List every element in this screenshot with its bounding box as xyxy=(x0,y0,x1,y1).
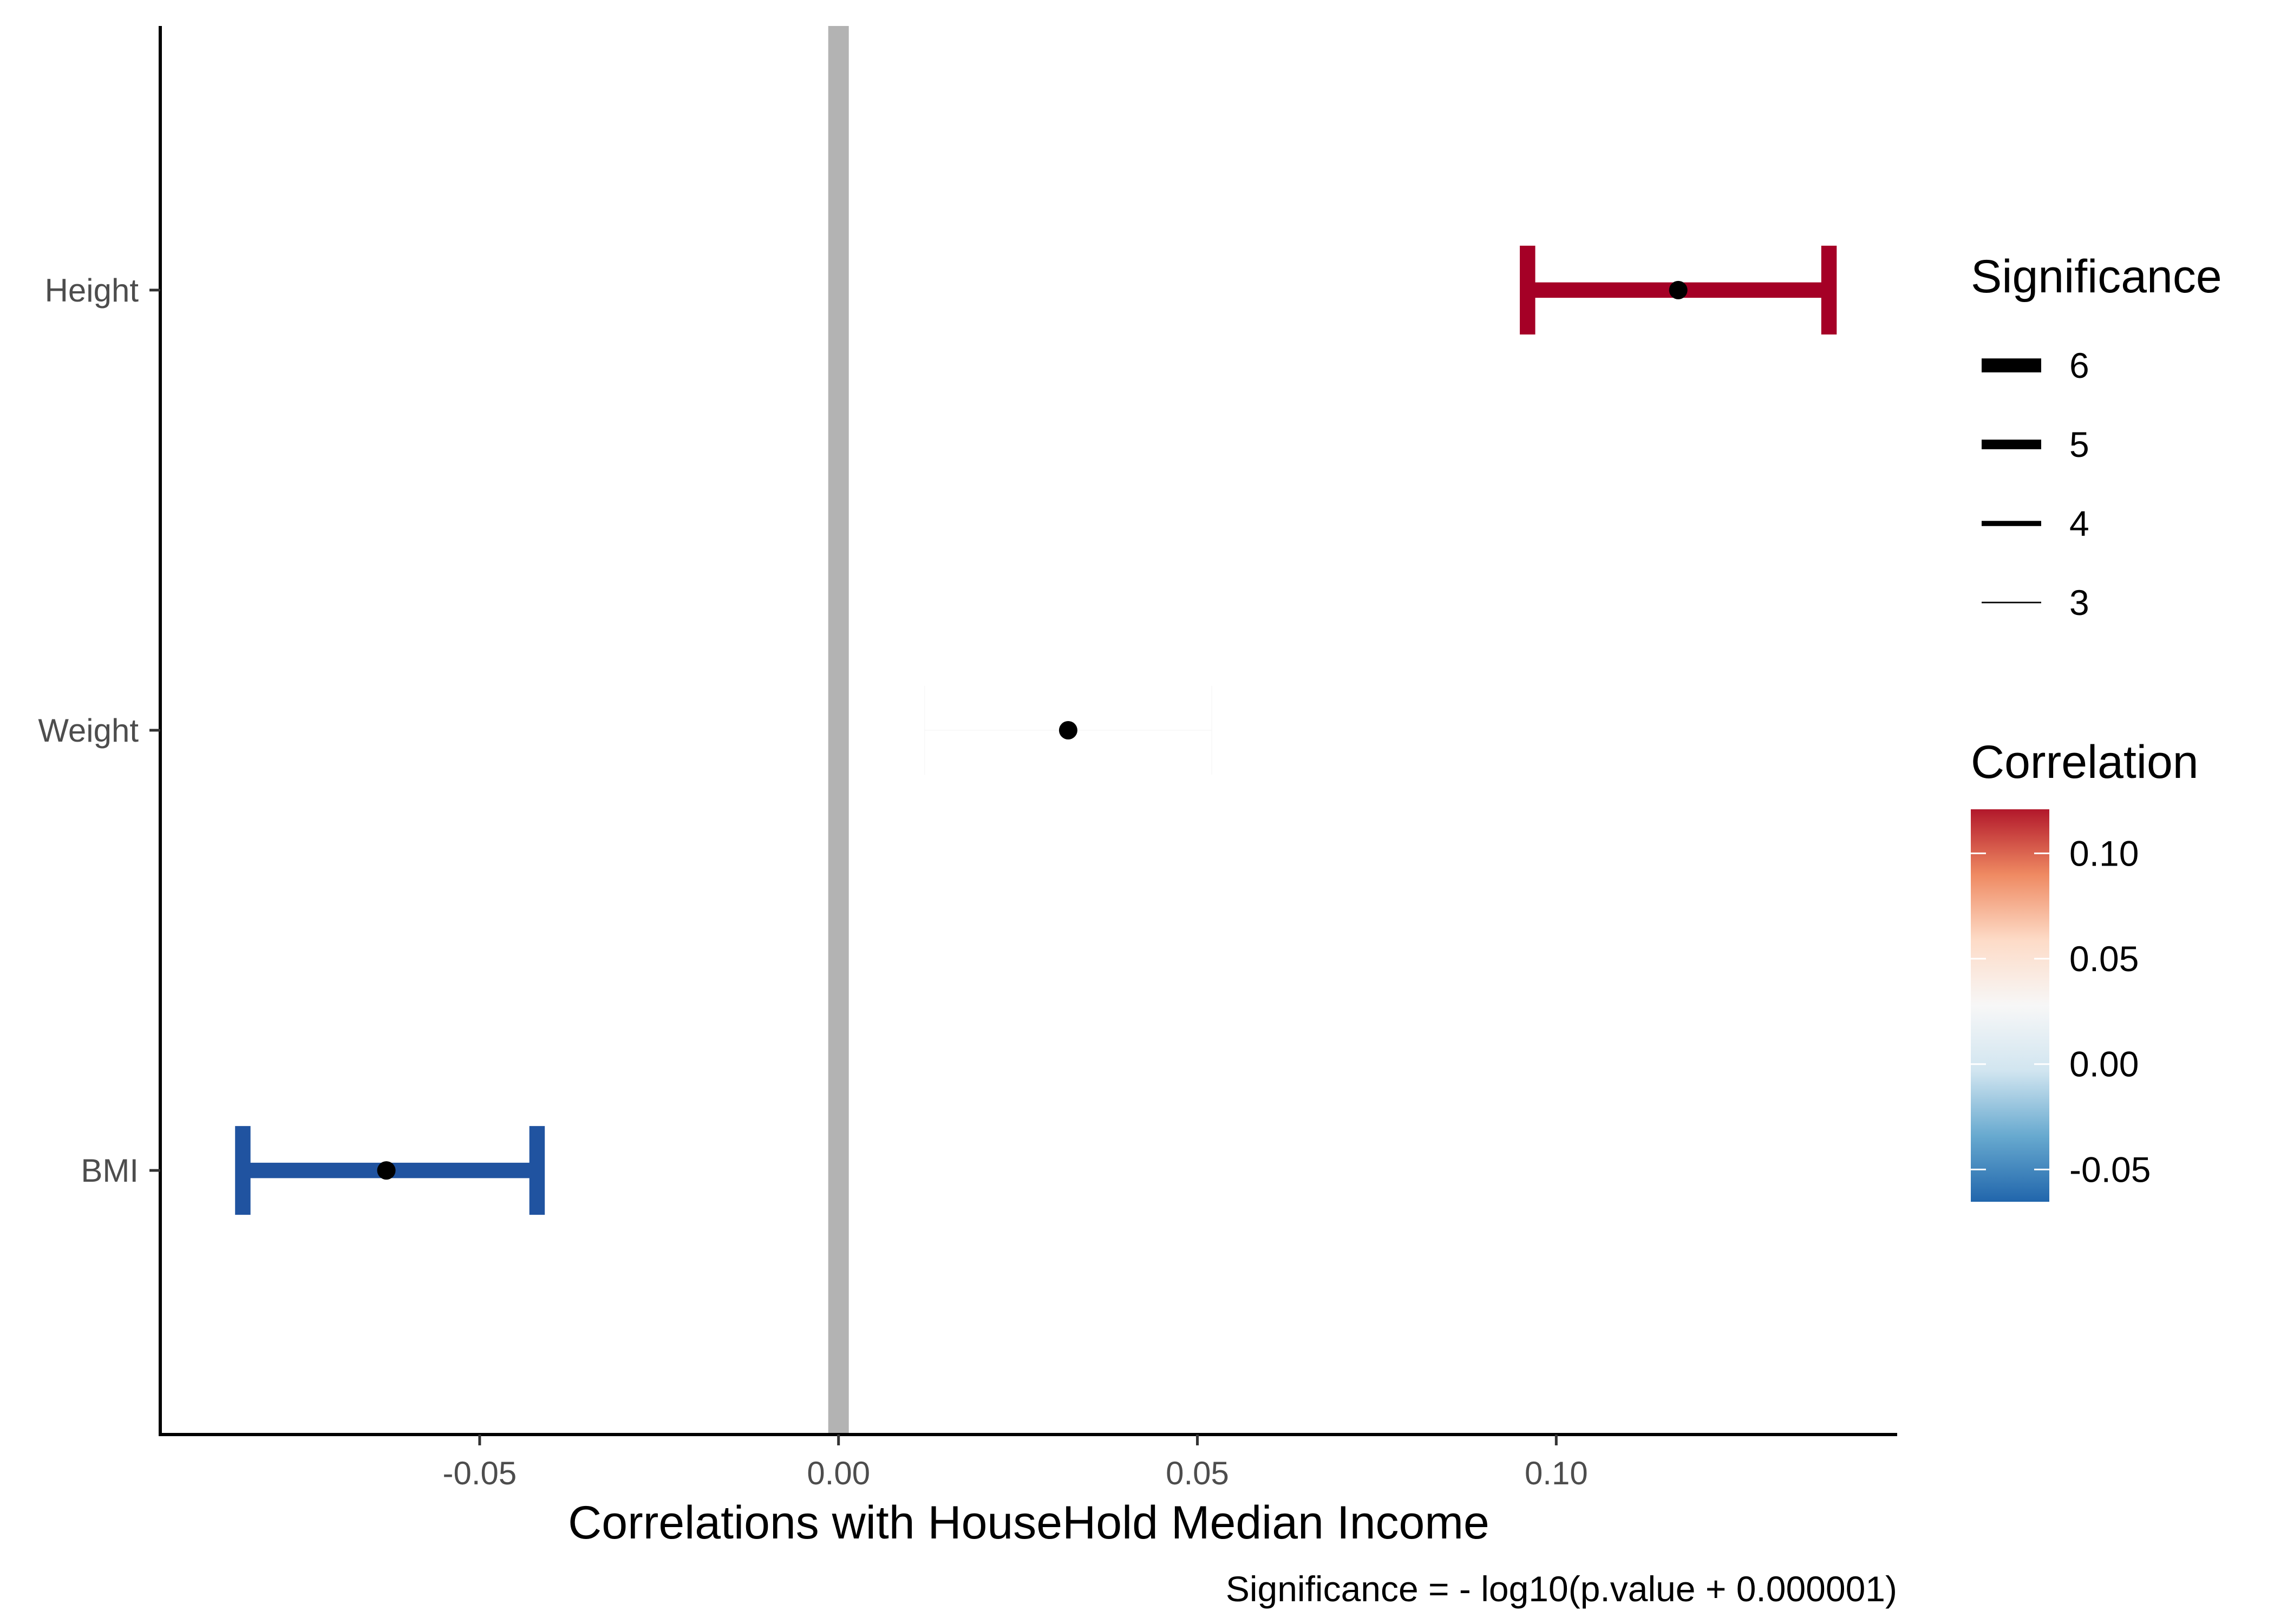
point-weight xyxy=(1058,721,1077,739)
legend-correlation-title: Correlation xyxy=(1971,736,2199,788)
colorbar-tick-label: 0.10 xyxy=(2069,833,2139,873)
y-tick-label-bmi: BMI xyxy=(81,1152,139,1189)
legend-key-label: 4 xyxy=(2069,503,2089,543)
legend-significance: Significance 6 5 4 3 xyxy=(1971,251,2222,623)
plot-panel xyxy=(235,26,1837,1435)
chart-caption: Significance = - log10(p.value + 0.00000… xyxy=(1226,1569,1897,1609)
colorbar xyxy=(1971,809,2049,1202)
x-tick-label: -0.05 xyxy=(443,1455,517,1491)
x-tick-label: 0.10 xyxy=(1525,1455,1588,1491)
x-tick-label: 0.05 xyxy=(1166,1455,1229,1491)
legend-key-label: 3 xyxy=(2069,582,2089,623)
x-axis-title: Correlations with HouseHold Median Incom… xyxy=(568,1497,1489,1549)
legend-key-label: 6 xyxy=(2069,345,2089,385)
y-tick-label-weight: Weight xyxy=(38,712,139,749)
colorbar-tick-label: -0.05 xyxy=(2069,1149,2151,1189)
colorbar-tick-label: 0.00 xyxy=(2069,1044,2139,1084)
legend-significance-title: Significance xyxy=(1971,251,2222,303)
colorbar-tick-label: 0.05 xyxy=(2069,939,2139,979)
x-tick-label: 0.00 xyxy=(807,1455,870,1491)
y-tick-label-height: Height xyxy=(45,272,139,309)
legend-key-label: 5 xyxy=(2069,424,2089,464)
point-bmi xyxy=(377,1161,396,1180)
legend-correlation: Correlation 0.10 0.05 0.00 -0.05 xyxy=(1971,736,2199,1202)
point-height xyxy=(1669,280,1688,299)
